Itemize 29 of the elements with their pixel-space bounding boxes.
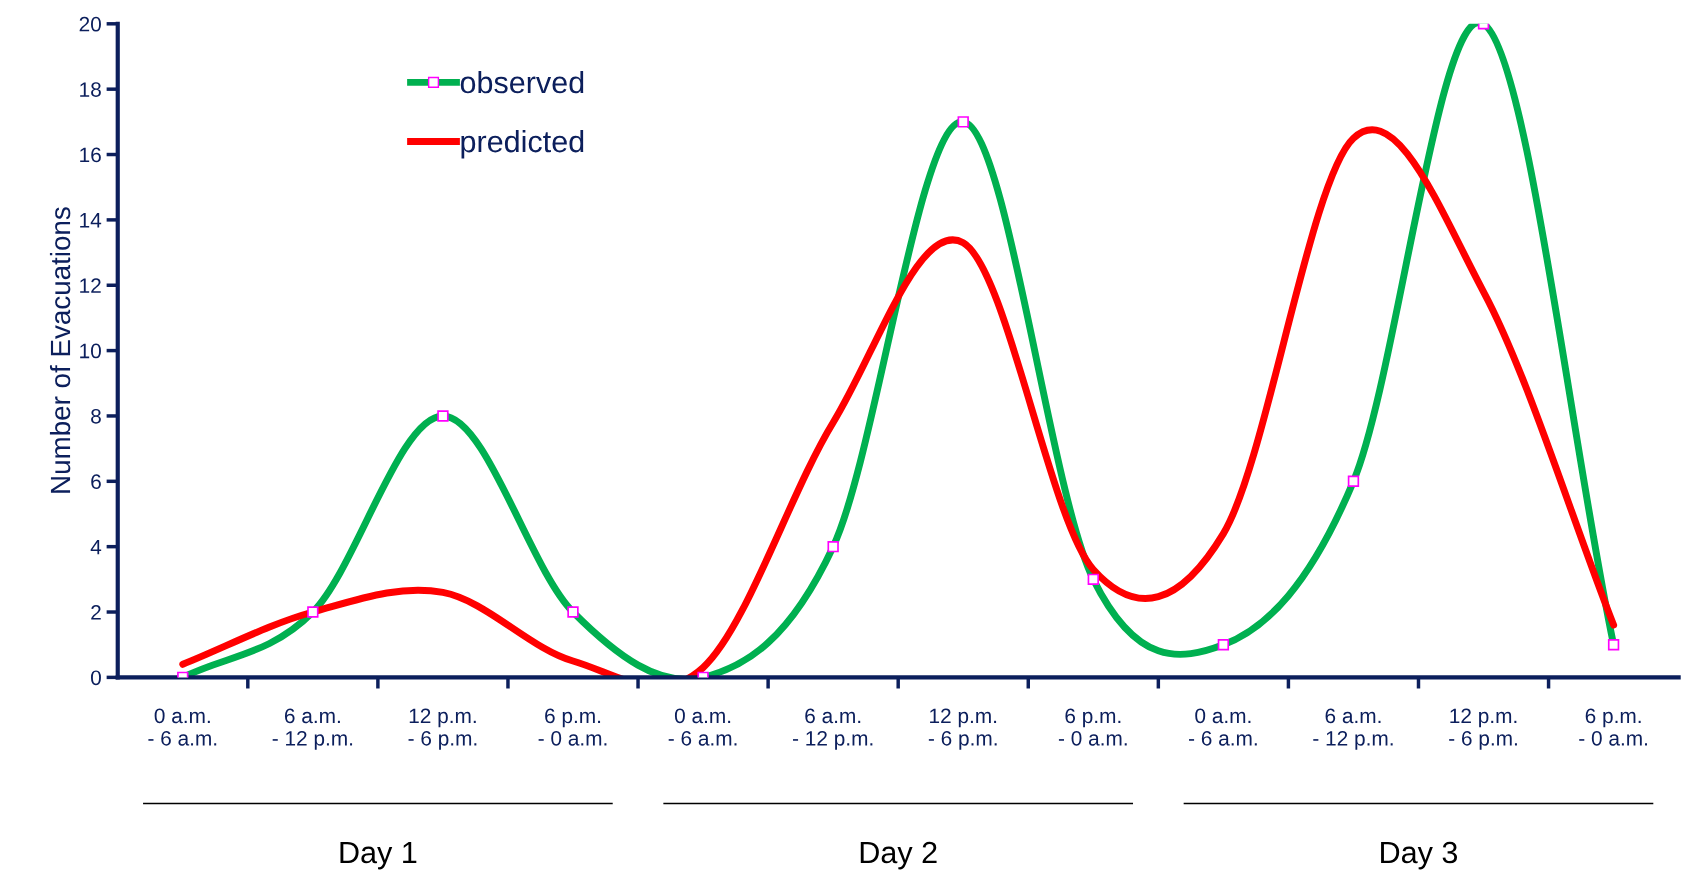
- x-tick-label: 6 p.m. - 0 a.m.: [538, 708, 607, 746]
- x-tick-label: 12 p.m. - 6 p.m.: [928, 708, 997, 750]
- x-tick-label: 0 a.m. - 6 a.m.: [668, 708, 737, 746]
- x-tick-label: 0 a.m. - 6 a.m.: [148, 708, 217, 746]
- y-tick-label: 6: [91, 474, 101, 490]
- y-tick-label: 10: [80, 343, 101, 359]
- text: Day 3: [1381, 841, 1458, 870]
- y-tick-label: 18: [80, 82, 101, 97]
- legend-label: predicted: [461, 129, 584, 159]
- y-tick-label: 0: [91, 670, 101, 686]
- legend-label: observed: [460, 70, 584, 94]
- y-tick-label: 14: [80, 213, 102, 228]
- x-tick-label: 6 a.m. - 12 p.m.: [792, 708, 873, 750]
- y-tick-label: 2: [91, 605, 101, 620]
- x-tick-label: 6 a.m. - 12 p.m.: [272, 708, 353, 750]
- x-tick-label: 6 a.m. - 12 p.m.: [1313, 708, 1393, 750]
- text: Day 1: [340, 842, 417, 870]
- y-tick-label: 16: [80, 147, 101, 163]
- y-tick-label: 8: [91, 408, 101, 424]
- x-tick-label: 12 p.m. - 6 p.m.: [1449, 708, 1517, 750]
- y-tick-label: 4: [90, 539, 102, 555]
- x-tick-label: 0 a.m. - 6 a.m.: [1188, 708, 1257, 746]
- y-axis-title: Number of Evacuations: [49, 207, 71, 493]
- y-tick-label: 12: [80, 278, 101, 293]
- y-tick-label: 20: [79, 16, 101, 32]
- x-tick-label: 6 p.m. - 0 a.m.: [1579, 708, 1648, 746]
- x-tick-label: 12 p.m. - 6 p.m.: [408, 708, 477, 750]
- x-tick-label: 6 p.m. - 0 a.m.: [1058, 708, 1127, 746]
- text: Day 2: [860, 841, 937, 870]
